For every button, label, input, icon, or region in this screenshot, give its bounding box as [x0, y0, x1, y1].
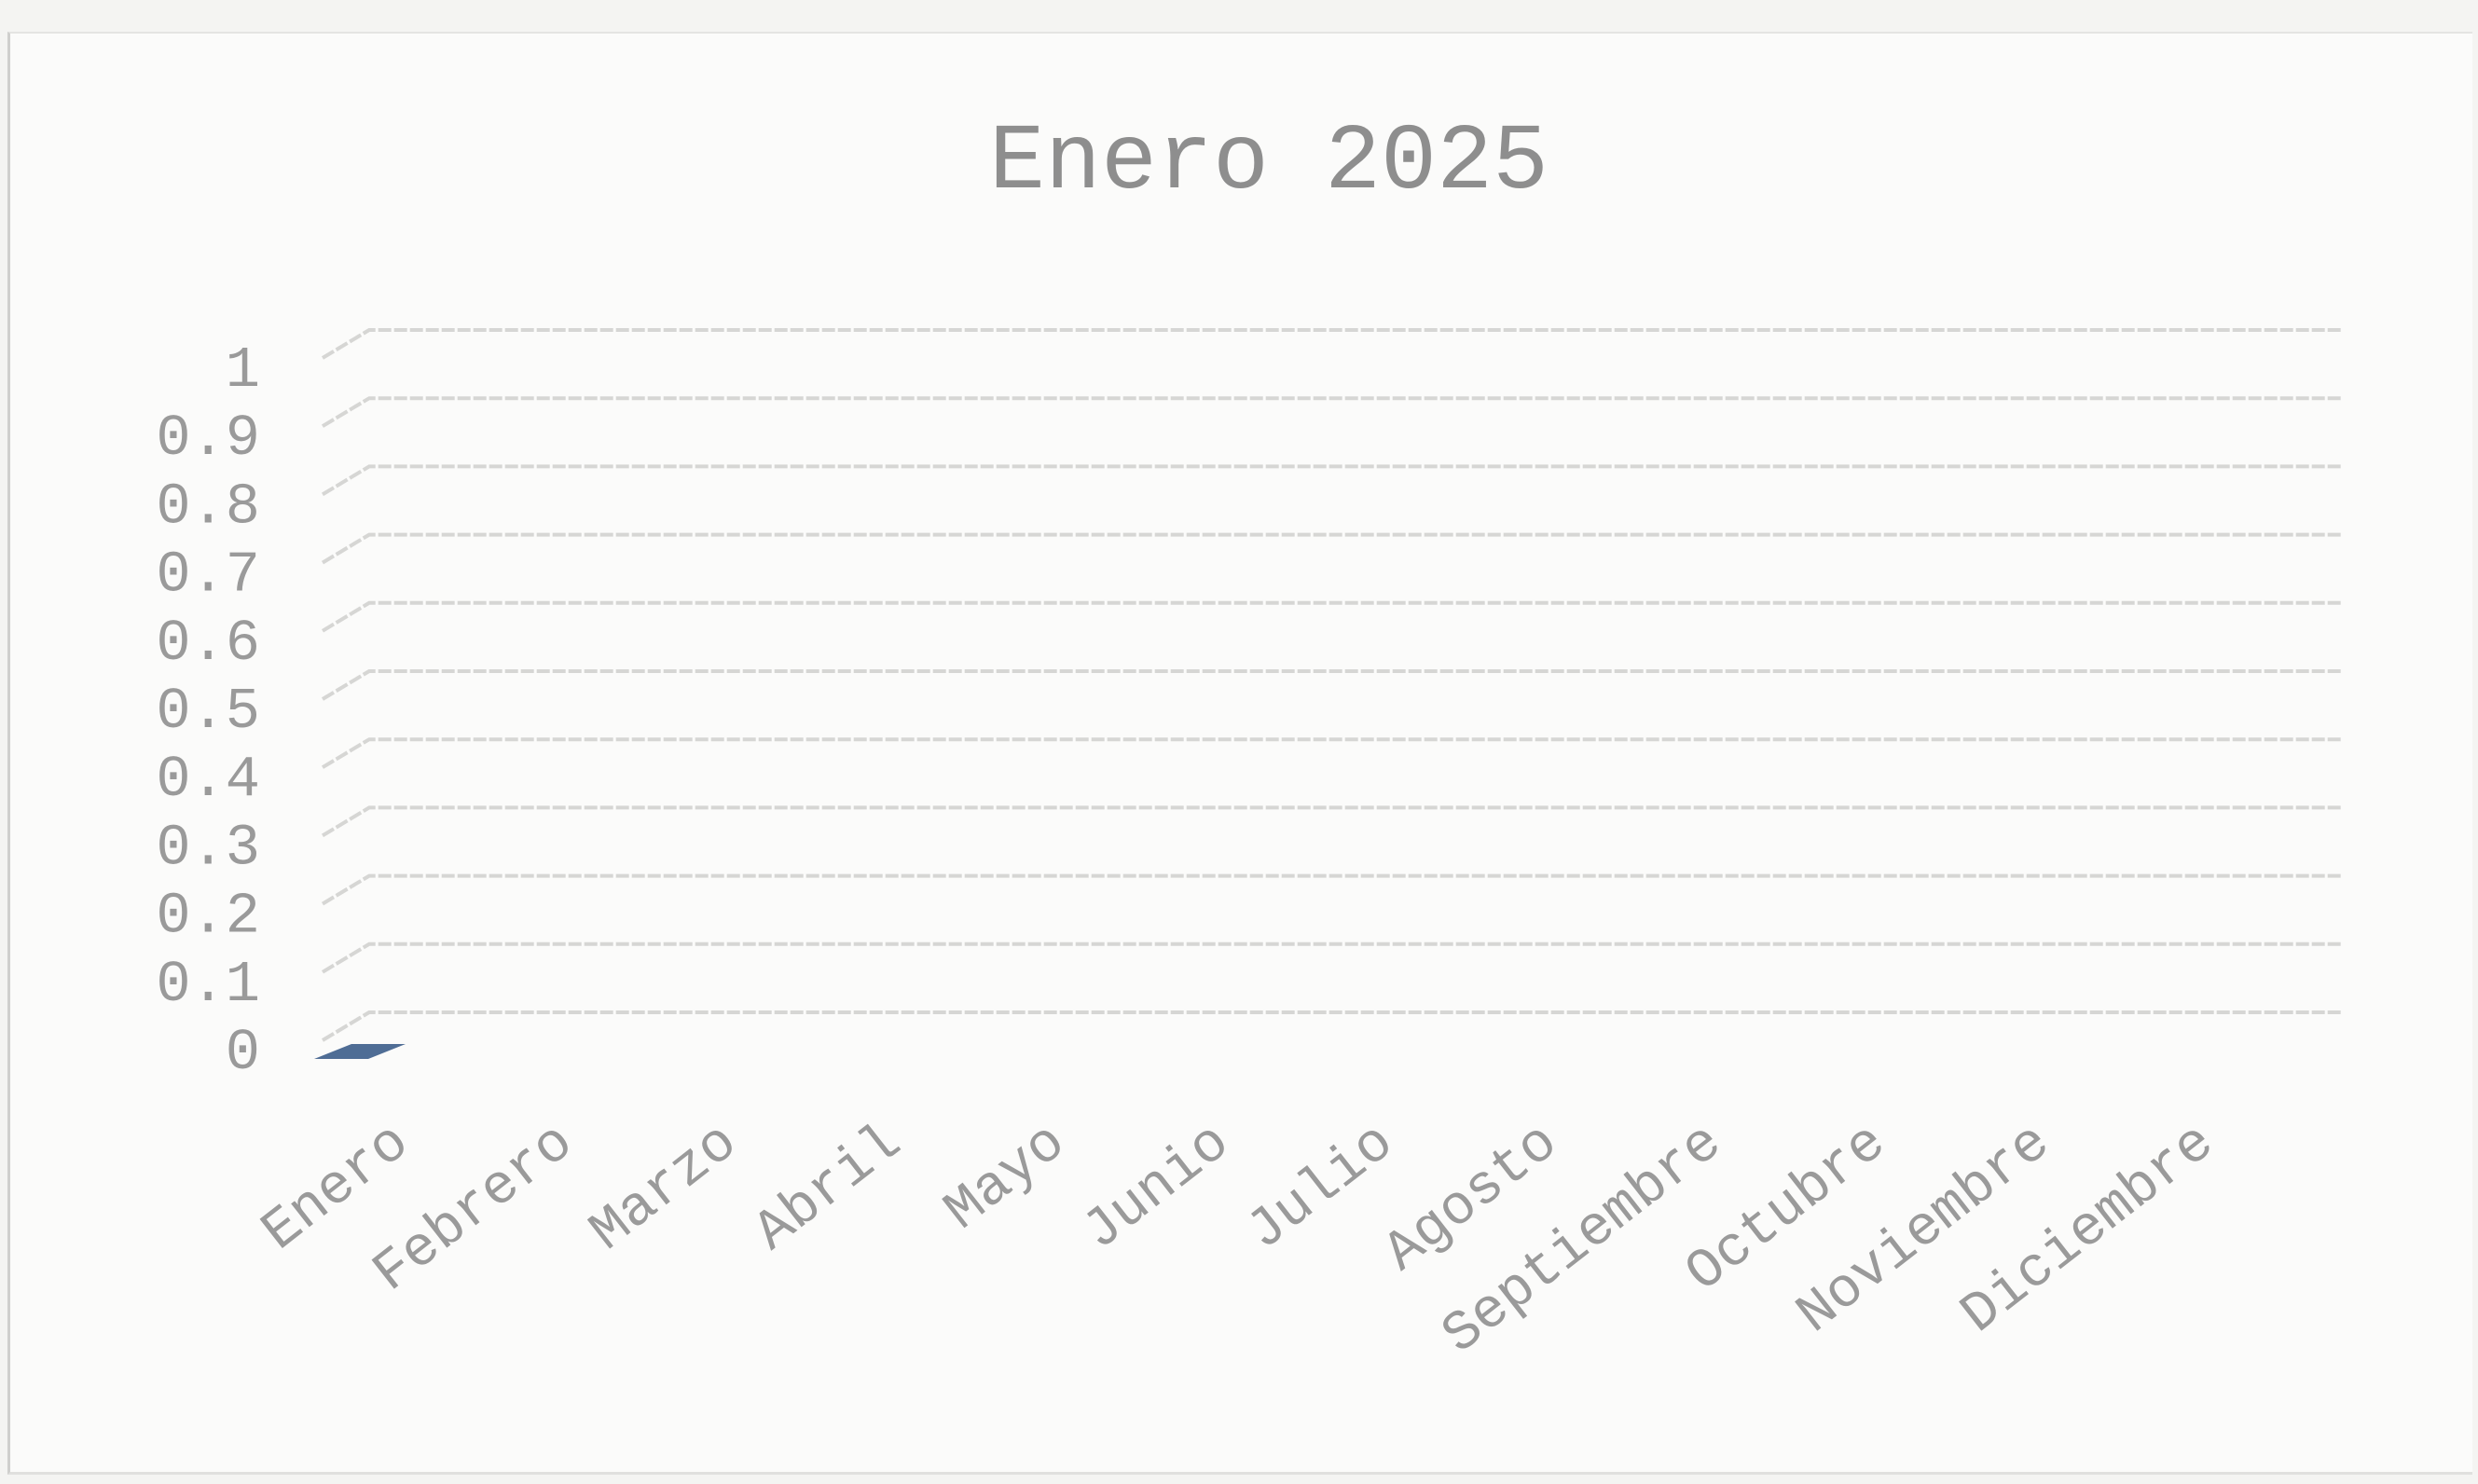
gridline: [321, 600, 2341, 633]
y-tick-label: 0: [226, 1020, 260, 1086]
y-tick-label: 0.1: [156, 952, 260, 1018]
gridline: [321, 396, 2341, 428]
gridline: [321, 941, 2341, 974]
y-tick-label: 0.3: [156, 815, 260, 881]
chart-frame: Enero 2025 0 0.1 0.2 0.3 0.4 0.5 0.6 0.7 0.8 0.9 1…: [7, 32, 2472, 1475]
x-tick-label: Mayo: [933, 1111, 1078, 1244]
y-tick-label: 0.6: [156, 611, 260, 677]
y-tick-label: 0.7: [156, 543, 260, 609]
gridline: [321, 532, 2341, 565]
y-tick-label: 0.5: [156, 679, 260, 745]
gridline: [321, 328, 2341, 360]
x-tick-label: Marzo: [579, 1111, 750, 1264]
y-tick-label: 0.2: [156, 884, 260, 950]
gridline: [321, 873, 2341, 906]
y-tick-label: 1: [226, 337, 260, 404]
x-tick-label: Abril: [743, 1111, 915, 1264]
y-tick-label: 0.8: [156, 474, 260, 540]
bar: [314, 1044, 406, 1060]
chart-title: Enero 2025: [989, 111, 1549, 216]
chart: Enero 2025 00.10.20.30.40.50.60.70.80.91…: [156, 111, 2341, 1368]
x-tick-label: Septiembre: [1431, 1111, 1735, 1367]
y-tick-label: 0.9: [156, 405, 260, 472]
y-tick-label: 0.4: [156, 747, 260, 813]
gridline: [321, 669, 2341, 701]
gridlines: [321, 328, 2341, 1042]
x-tick-label: Junio: [1071, 1111, 1243, 1264]
gridline: [321, 737, 2341, 769]
gridline: [321, 805, 2341, 838]
gridline: [321, 464, 2341, 497]
gridline: [321, 1010, 2341, 1042]
y-axis-ticks: 00.10.20.30.40.50.60.70.80.91: [156, 337, 260, 1086]
bars: [314, 1044, 406, 1060]
